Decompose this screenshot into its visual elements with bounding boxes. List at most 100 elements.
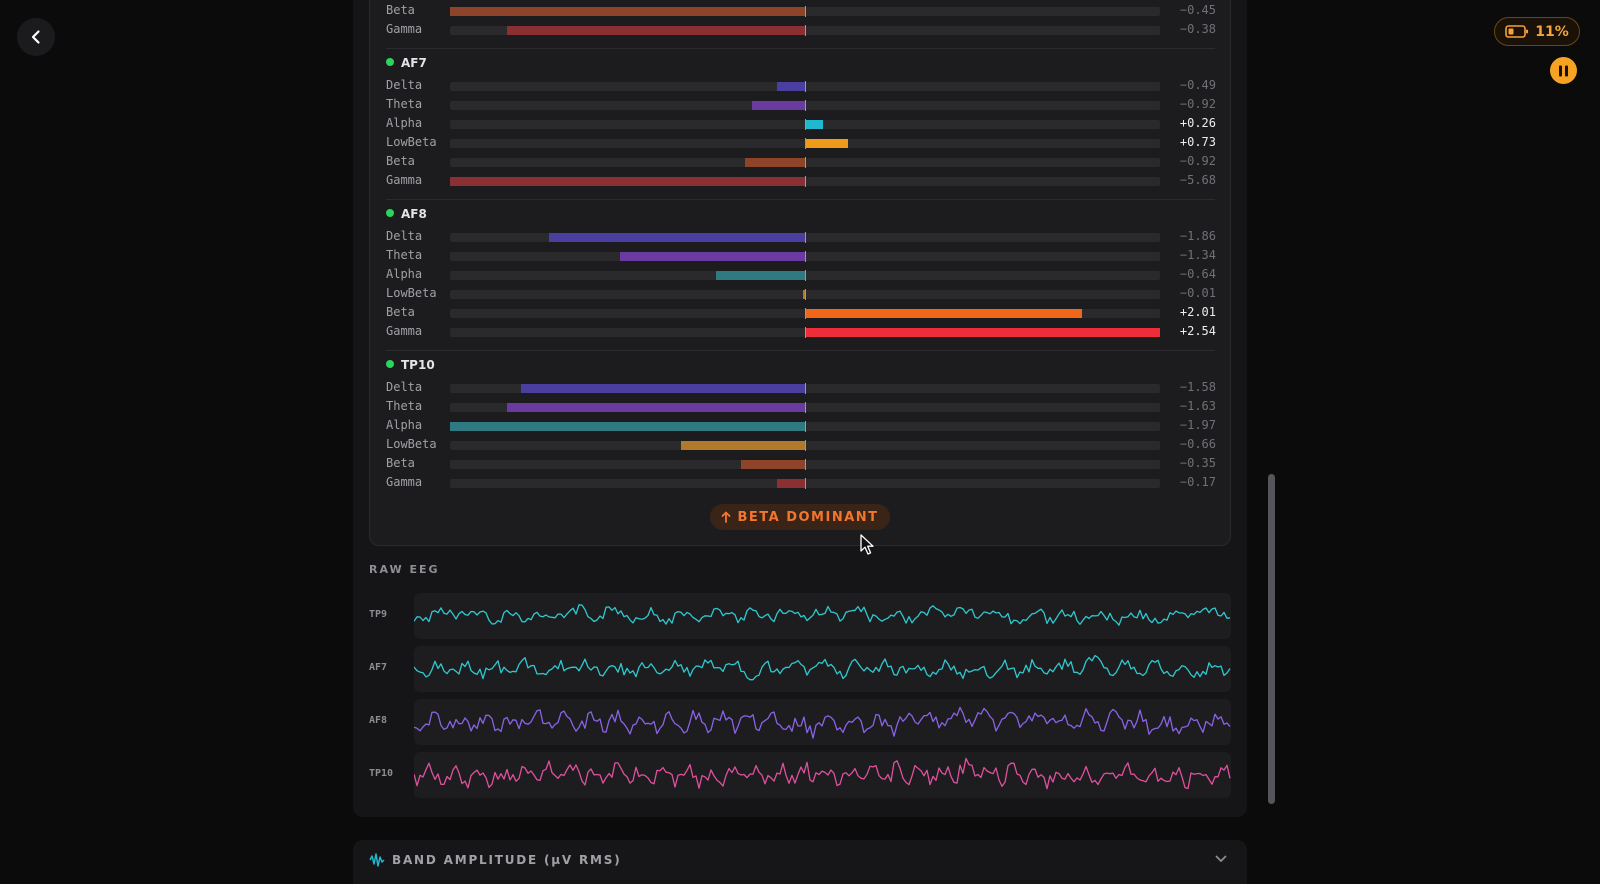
band-amplitude-section[interactable]: BAND AMPLITUDE (µV RMS) [353,840,1247,884]
band-value: −0.92 [1179,154,1216,168]
band-label: LowBeta [386,286,437,300]
band-value: +2.54 [1179,324,1216,338]
band-label: Delta [386,78,423,92]
channel-divider [386,350,1215,351]
zero-line [805,289,806,300]
band-bar-track [450,289,1160,300]
back-button[interactable] [17,18,55,56]
channel-divider [386,199,1215,200]
pause-icon [1559,65,1568,76]
band-row: Gamma −5.68 [386,172,1216,191]
band-amplitude-title: BAND AMPLITUDE (µV RMS) [392,853,622,867]
band-value: −0.45 [1179,3,1216,17]
eeg-trace-line [414,654,1231,681]
band-bar [680,441,805,450]
band-value: −0.17 [1179,475,1216,489]
band-bar-track [450,402,1160,413]
eeg-channel-label: TP10 [369,768,394,779]
zero-line [805,308,806,319]
eeg-trace-row: AF8 [369,699,1231,745]
band-row: Theta −0.92 [386,96,1216,115]
eeg-channel-label: AF7 [369,662,388,673]
band-bar [450,177,805,186]
band-label: LowBeta [386,437,437,451]
zero-line [805,421,806,432]
band-bar-track [450,440,1160,451]
battery-low-icon [1505,25,1529,38]
band-row: Alpha −0.64 [386,266,1216,285]
band-label: Gamma [386,173,423,187]
band-value: −0.01 [1179,286,1216,300]
band-bar-track [450,6,1160,17]
pause-button[interactable] [1550,57,1577,84]
eeg-trace-row: AF7 [369,646,1231,692]
band-bar [506,403,805,412]
chevron-down-icon[interactable] [1215,854,1227,864]
band-bar [716,271,805,280]
band-bar [450,422,805,431]
band-row: Delta −1.86 [386,228,1216,247]
band-bar [805,309,1082,318]
channel-header: AF8 [386,207,427,223]
band-row: Beta −0.45 [386,2,1216,21]
zero-line [805,270,806,281]
band-bar-track [450,81,1160,92]
eeg-waveform [414,604,1231,626]
band-bar [805,120,823,129]
band-value: −5.68 [1179,173,1216,187]
band-bar [805,328,1160,337]
eeg-trace [414,699,1231,745]
band-row: Theta −1.63 [386,398,1216,417]
status-dot [386,360,394,368]
band-row: Gamma −0.17 [386,474,1216,493]
band-label: Theta [386,97,423,111]
status-dot [386,58,394,66]
band-row: LowBeta +0.73 [386,134,1216,153]
band-label: Beta [386,154,415,168]
band-label: Alpha [386,116,423,130]
band-value: +0.73 [1179,135,1216,149]
band-row: Beta +2.01 [386,304,1216,323]
band-bar [506,26,805,35]
band-bar-track [450,25,1160,36]
band-value: −1.63 [1179,399,1216,413]
channel-header: AF7 [386,56,427,72]
band-value: −0.92 [1179,97,1216,111]
eeg-trace [414,593,1231,639]
eeg-channel-label: AF8 [369,715,388,726]
band-bar [744,158,805,167]
band-bar [802,290,805,299]
band-label: Theta [386,399,423,413]
band-bar [805,139,848,148]
zero-line [805,6,806,17]
band-bar-track [450,459,1160,470]
channel-name: AF8 [401,207,427,221]
band-value: −1.34 [1179,248,1216,262]
battery-indicator: 11% [1494,17,1580,46]
band-bar [751,101,805,110]
zero-line [805,327,806,338]
dominant-band-badge: BETA DOMINANT [710,504,890,530]
zero-line [805,157,806,168]
band-value: −1.97 [1179,418,1216,432]
band-row: LowBeta −0.01 [386,285,1216,304]
band-bar [549,233,805,242]
band-row: Beta −0.92 [386,153,1216,172]
channel-name: TP10 [401,358,435,372]
status-dot [386,209,394,217]
scrollbar-thumb[interactable] [1268,474,1275,804]
band-value: +2.01 [1179,305,1216,319]
band-bar-track [450,478,1160,489]
chevron-left-icon [31,30,40,44]
band-bar [521,384,805,393]
band-bar-track [450,308,1160,319]
eeg-trace-line [414,706,1231,739]
band-bar-track [450,421,1160,432]
band-row: Delta −0.49 [386,77,1216,96]
zero-line [805,100,806,111]
band-label: Alpha [386,267,423,281]
eeg-channel-label: TP9 [369,609,388,620]
zero-line [805,402,806,413]
band-row: LowBeta −0.66 [386,436,1216,455]
band-bar [776,479,805,488]
